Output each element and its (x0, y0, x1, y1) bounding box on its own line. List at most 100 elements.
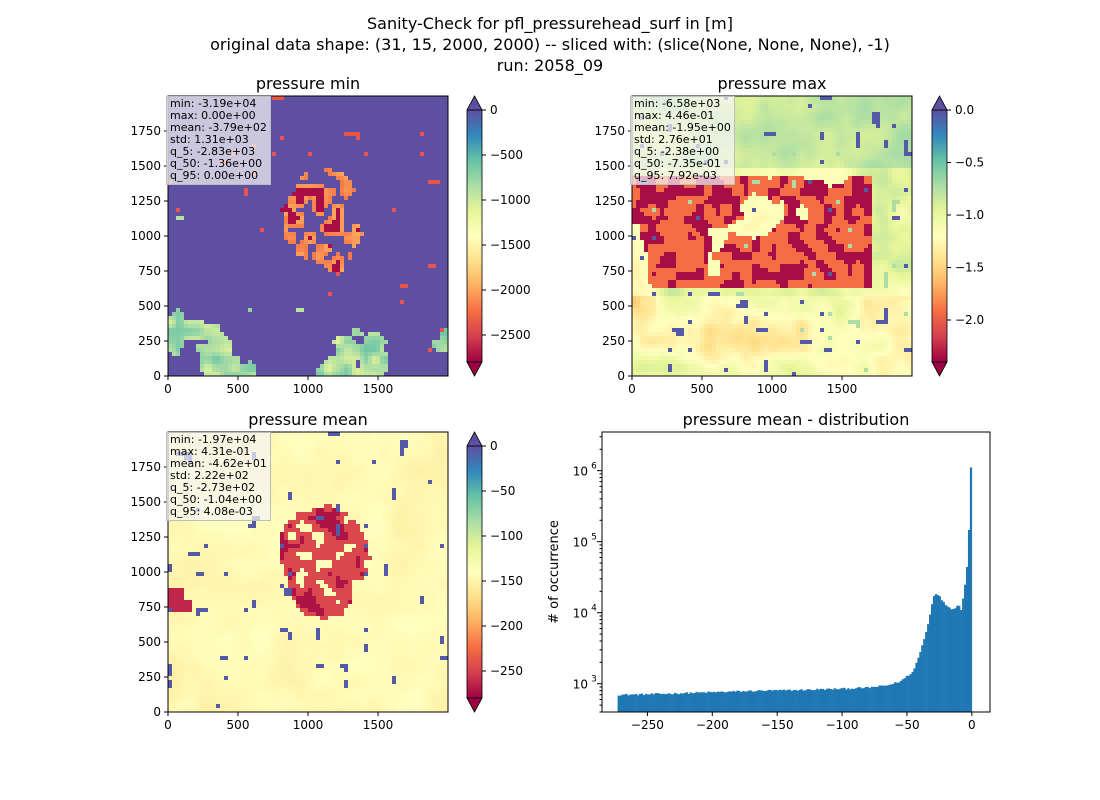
histogram-bar (732, 690, 735, 712)
histogram-bar (765, 690, 768, 712)
histogram-bar (845, 689, 848, 712)
y-tick-label-2: 0 (153, 705, 161, 719)
x-tick-label-3: −150 (761, 718, 794, 732)
histogram-bar (689, 692, 692, 712)
histogram-bar (841, 688, 844, 712)
histogram-bar (895, 682, 899, 712)
histogram-bar (835, 689, 838, 712)
y-tick-label-2: 1000 (130, 565, 161, 579)
histogram-bar (853, 688, 856, 712)
colorbar-tick-label-2: 0 (490, 439, 498, 453)
figure-title-line-1: Sanity-Check for pfl_pressurehead_surf i… (367, 14, 733, 33)
colorbar-tick-label-1: 0.0 (955, 103, 974, 117)
histogram-bar (631, 694, 634, 712)
histogram-bar (911, 671, 914, 712)
colorbar-tick-label-2: −150 (490, 574, 523, 588)
histogram-bar (839, 688, 842, 712)
histogram-bar (907, 675, 910, 712)
histogram-bar (685, 692, 688, 712)
y-tick-label-3: 10 (573, 678, 588, 692)
histogram-bar (967, 529, 971, 712)
x-tick-label-3: −50 (894, 718, 919, 732)
histogram-bar (804, 690, 807, 712)
x-tick-label-3: −250 (631, 718, 664, 732)
y-tick-label-2: 1500 (130, 495, 161, 509)
histogram-bar (672, 694, 675, 712)
histogram-bar (964, 584, 967, 712)
colorbar-tick-label-0: 0 (490, 103, 498, 117)
panel-title-3: pressure mean - distribution (683, 410, 910, 429)
histogram-bar (677, 694, 681, 712)
histogram-bar (821, 688, 825, 712)
histogram-bar (944, 605, 947, 712)
histogram-bar (716, 691, 720, 712)
x-tick-label-3: −200 (696, 718, 729, 732)
y-tick-exponent-3: 5 (591, 533, 597, 543)
histogram-bar (769, 689, 772, 712)
y-tick-label-0: 750 (138, 264, 161, 278)
y-tick-label-1: 250 (602, 334, 625, 348)
histogram-bar (892, 683, 895, 712)
histogram-bar (674, 692, 677, 712)
y-tick-label-1: 1500 (594, 159, 625, 173)
histogram-bar (960, 610, 963, 712)
histogram-bar (886, 685, 889, 712)
y-tick-label-3: 10 (573, 536, 588, 550)
histogram-bar (876, 686, 879, 712)
x-tick-label-1: 1500 (827, 382, 858, 396)
histogram-bar (637, 695, 640, 712)
histogram-bar (730, 691, 733, 712)
x-tick-label-1: 0 (628, 382, 636, 396)
x-tick-label-0: 1000 (293, 382, 324, 396)
histogram-bar (864, 686, 867, 712)
stats-box-pressure-mean: min: -1.97e+04 max: 4.31e-01 mean: -4.62… (166, 432, 271, 521)
histogram-bar (687, 693, 690, 712)
histogram-bar (965, 567, 969, 712)
colorbar-0 (466, 109, 483, 363)
y-tick-label-2: 750 (138, 600, 161, 614)
y-tick-label-0: 1750 (130, 124, 161, 138)
y-tick-label-3: 10 (573, 465, 588, 479)
colorbar-1 (931, 109, 948, 363)
histogram-bar (718, 691, 721, 712)
histogram-bar (668, 693, 671, 712)
histogram-bar (829, 688, 832, 712)
histogram-bar (642, 695, 646, 712)
histogram-bar (956, 605, 959, 712)
histogram-bar (888, 684, 891, 712)
histogram-bar (759, 690, 762, 712)
colorbar-tick-label-1: −0.5 (955, 156, 984, 170)
histogram-bar (860, 688, 864, 712)
histogram-bar (755, 691, 758, 712)
histogram-bar (742, 690, 745, 712)
stats-box-pressure-max: min: -6.58e+03 max: 4.46e-01 mean: -1.95… (630, 96, 735, 185)
histogram-bar (691, 693, 694, 712)
histogram-bar (880, 685, 883, 712)
histogram-bar (948, 607, 951, 712)
histogram-bar (640, 693, 644, 712)
histogram-bar (623, 694, 626, 712)
panel-title-0: pressure min (256, 74, 360, 93)
histogram-bar (681, 693, 685, 712)
colorbar-extend-top-1 (931, 95, 948, 111)
y-tick-label-1: 500 (602, 299, 625, 313)
y-tick-label-2: 250 (138, 670, 161, 684)
histogram-bar (837, 689, 840, 712)
histogram-bar (946, 606, 949, 712)
histogram-bar (913, 668, 916, 712)
histogram-bar (775, 690, 778, 712)
histogram-bar (849, 689, 852, 712)
histogram-bar (646, 694, 649, 712)
histogram-bar (903, 678, 906, 712)
histogram-bar (617, 695, 620, 712)
histogram-bar (724, 692, 727, 712)
x-tick-label-0: 0 (164, 382, 172, 396)
histogram-bar (744, 691, 747, 712)
histogram-bar (654, 693, 657, 712)
histogram-bar (629, 694, 632, 712)
y-tick-label-1: 750 (602, 264, 625, 278)
histogram-bar (925, 632, 928, 712)
colorbar-tick-label-2: −200 (490, 619, 523, 633)
histogram-bar (923, 639, 926, 712)
